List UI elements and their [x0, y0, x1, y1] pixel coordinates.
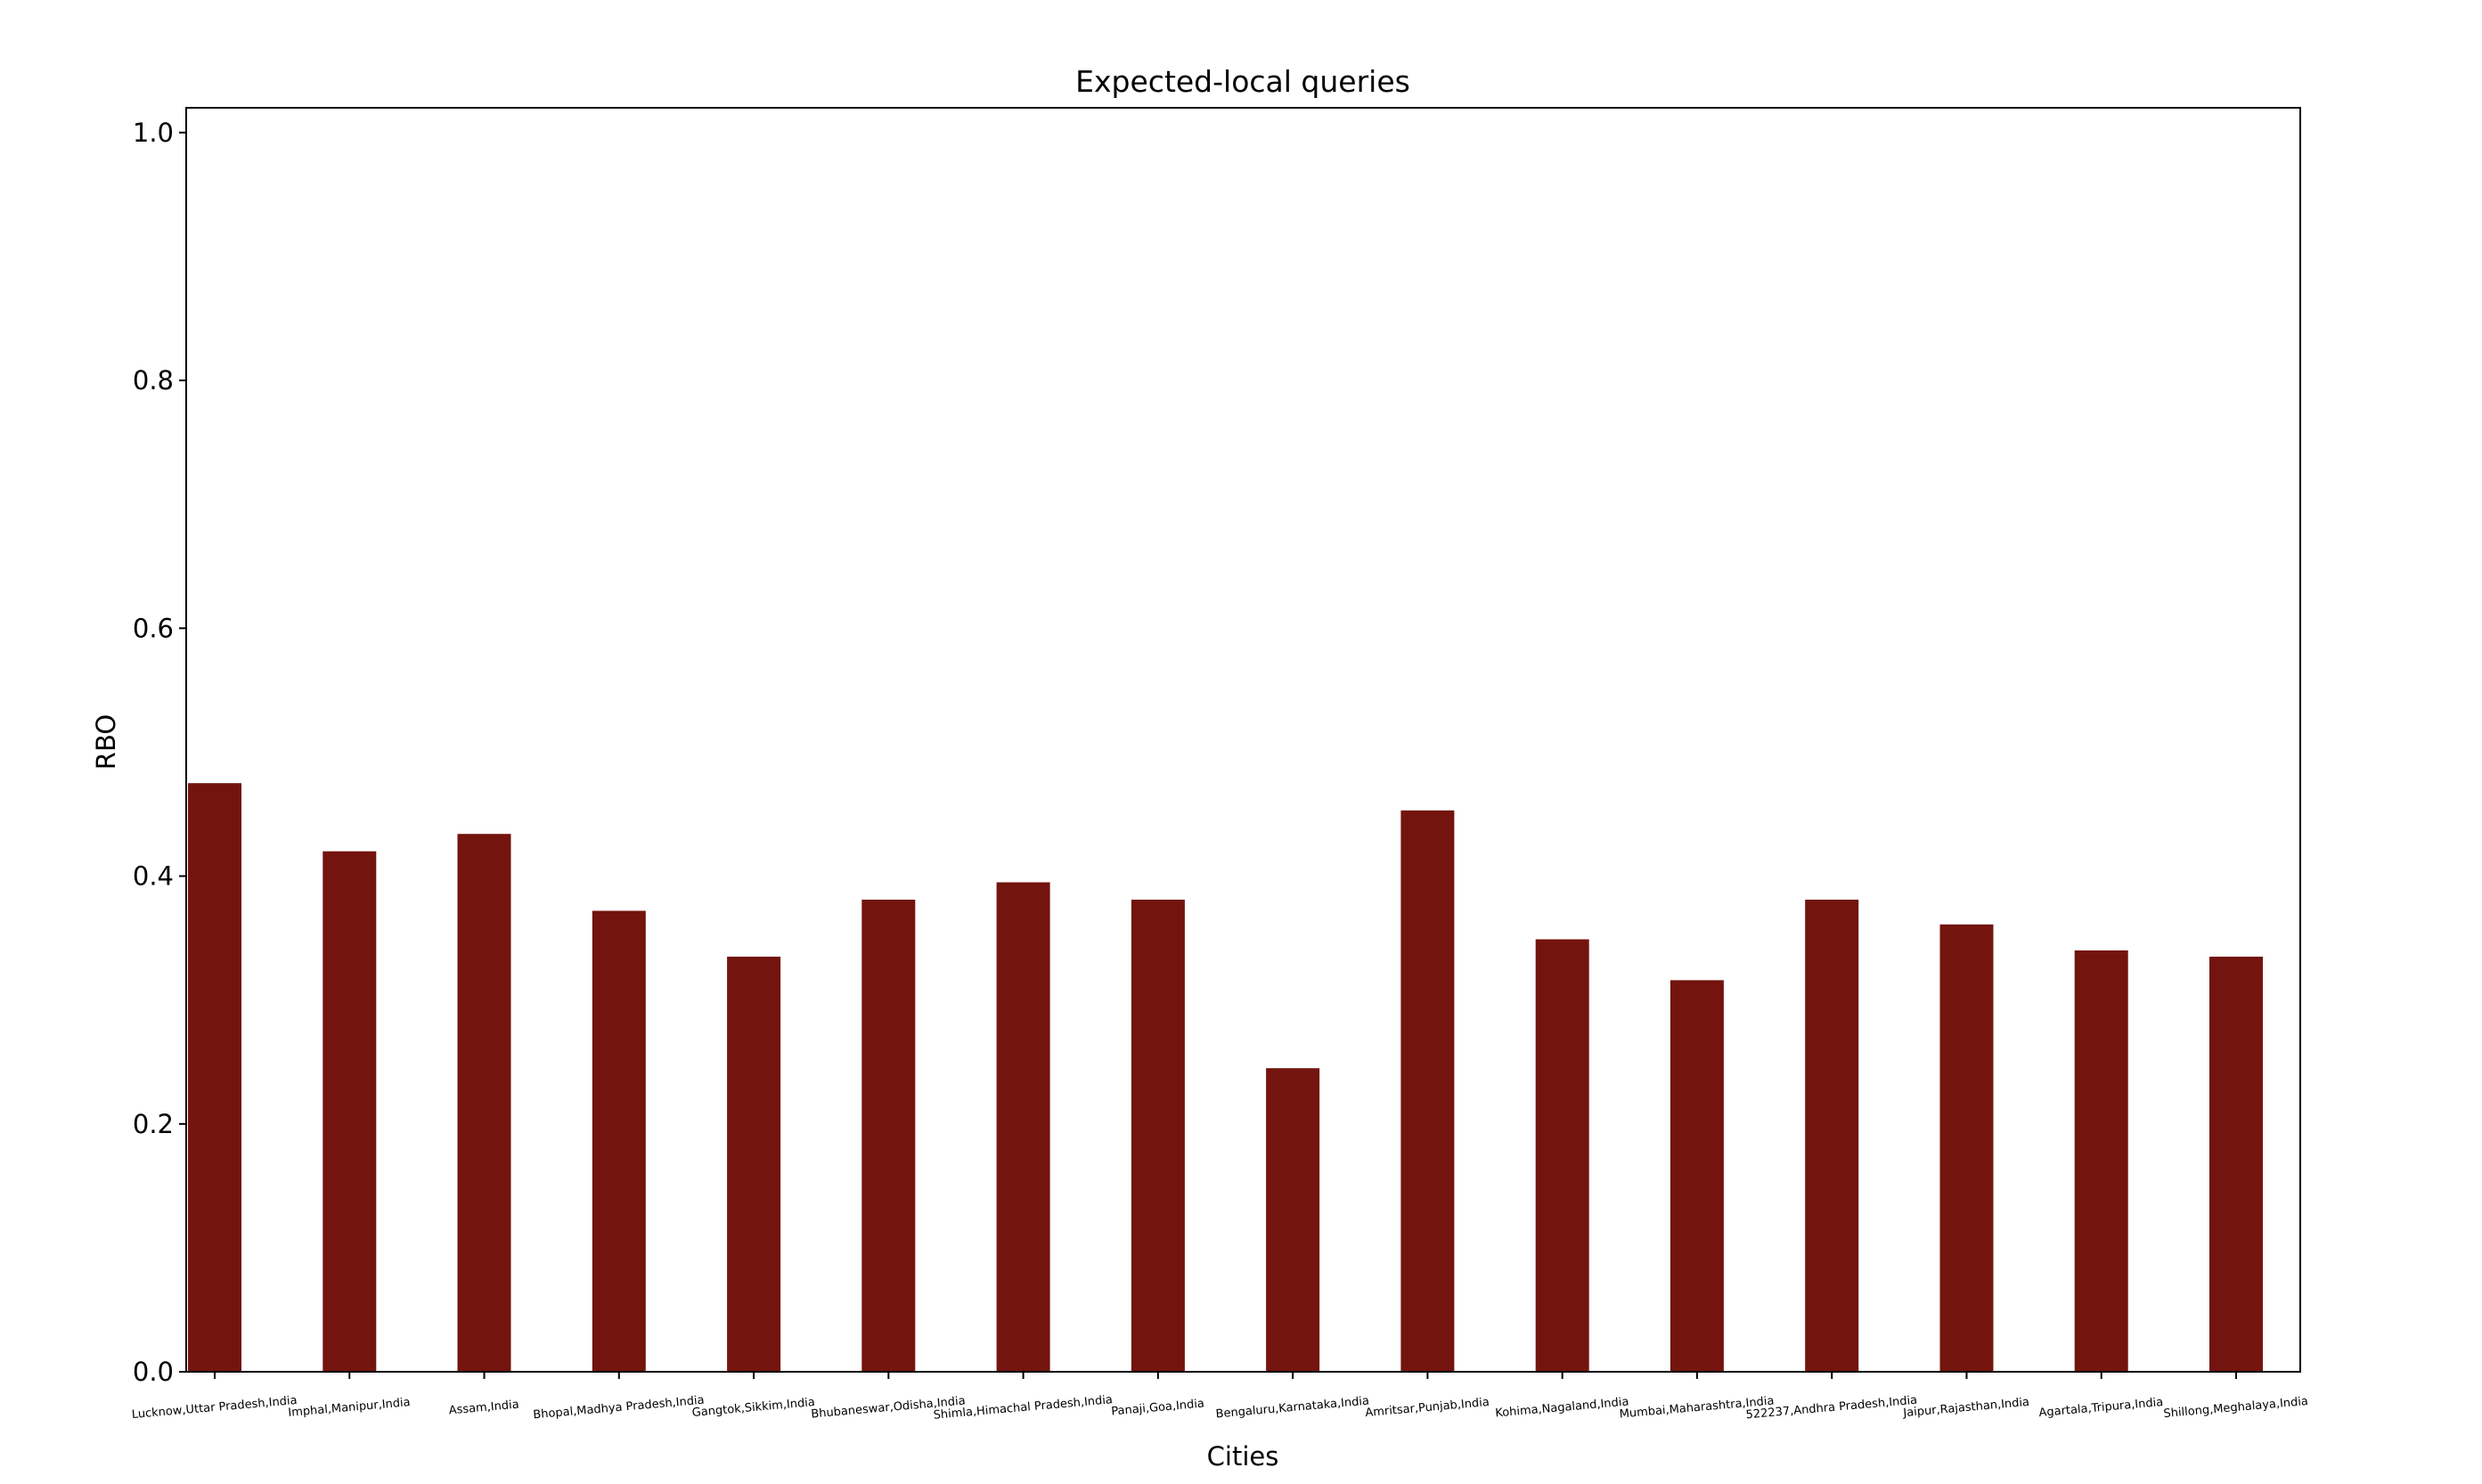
bar [457, 834, 511, 1372]
bar [1131, 900, 1185, 1372]
bar [1939, 924, 1994, 1372]
bar [996, 882, 1050, 1372]
bar [1400, 810, 1455, 1372]
bar [861, 900, 916, 1372]
y-axis: 0.0 0.2 0.4 0.6 0.8 1.0 [133, 118, 186, 1387]
y-tick-label: 0.2 [133, 1109, 174, 1139]
bar [592, 910, 646, 1372]
bars-group [188, 783, 2263, 1372]
plot-frame [185, 107, 2301, 1373]
bar [322, 851, 377, 1372]
x-tick-label: Assam,India [448, 1398, 519, 1418]
x-axis-label: Cities [1207, 1441, 1279, 1472]
y-tick-label: 0.6 [133, 613, 174, 643]
y-axis-label: RBO [91, 714, 121, 770]
bar [1266, 1068, 1320, 1372]
bar [1805, 900, 1859, 1372]
bar [2074, 950, 2128, 1372]
y-tick-label: 0.0 [133, 1357, 174, 1387]
chart-title: Expected-local queries [1075, 64, 1410, 99]
bar [2209, 957, 2263, 1372]
bar [1670, 980, 1724, 1372]
y-tick-label: 0.8 [133, 365, 174, 395]
bar [1535, 939, 1589, 1372]
y-tick-label: 0.4 [133, 861, 174, 892]
y-tick-label: 1.0 [133, 118, 174, 148]
bar [188, 783, 241, 1372]
bar [727, 957, 781, 1372]
